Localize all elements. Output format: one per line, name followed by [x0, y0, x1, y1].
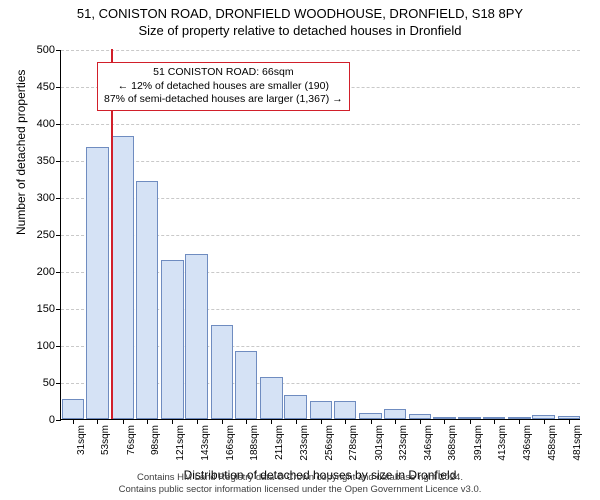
x-tick-label: 323sqm: [398, 425, 409, 461]
x-tick-label: 31sqm: [76, 425, 87, 455]
x-tick-label: 121sqm: [175, 425, 186, 461]
y-tick-label: 450: [37, 81, 55, 93]
y-tick-mark: [56, 161, 61, 162]
x-tick-mark: [246, 419, 247, 424]
x-tick-mark: [544, 419, 545, 424]
footer-line-1: Contains HM Land Registry data © Crown c…: [0, 472, 600, 484]
x-tick-mark: [147, 419, 148, 424]
y-tick-mark: [56, 124, 61, 125]
chart-container: 51, CONISTON ROAD, DRONFIELD WOODHOUSE, …: [0, 0, 600, 500]
y-tick-label: 350: [37, 155, 55, 167]
x-tick-label: 458sqm: [547, 425, 558, 461]
x-tick-mark: [97, 419, 98, 424]
x-tick-mark: [420, 419, 421, 424]
histogram-bar: [284, 395, 307, 419]
x-tick-label: 233sqm: [299, 425, 310, 461]
y-tick-mark: [56, 346, 61, 347]
x-tick-mark: [197, 419, 198, 424]
x-tick-label: 211sqm: [274, 425, 285, 460]
x-tick-mark: [395, 419, 396, 424]
title-sub: Size of property relative to detached ho…: [0, 21, 600, 38]
histogram-bar: [62, 399, 85, 419]
y-tick-mark: [56, 420, 61, 421]
histogram-bar: [136, 181, 159, 419]
x-tick-mark: [345, 419, 346, 424]
x-tick-label: 368sqm: [447, 425, 458, 461]
x-tick-label: 53sqm: [100, 425, 111, 455]
x-tick-label: 301sqm: [374, 425, 385, 461]
histogram-bar: [334, 401, 357, 419]
y-tick-mark: [56, 272, 61, 273]
x-tick-label: 436sqm: [522, 425, 533, 461]
y-tick-mark: [56, 235, 61, 236]
x-tick-mark: [296, 419, 297, 424]
x-tick-label: 481sqm: [572, 425, 583, 461]
x-tick-mark: [73, 419, 74, 424]
x-tick-mark: [222, 419, 223, 424]
x-tick-label: 256sqm: [324, 425, 335, 461]
grid-line: [61, 50, 580, 51]
info-box-line: 51 CONISTON ROAD: 66sqm: [104, 66, 343, 80]
y-tick-label: 250: [37, 229, 55, 241]
histogram-bar: [384, 409, 407, 419]
y-tick-label: 200: [37, 266, 55, 278]
x-tick-label: 76sqm: [126, 425, 137, 455]
y-tick-label: 150: [37, 303, 55, 315]
y-tick-label: 500: [37, 44, 55, 56]
y-axis-label: Number of detached properties: [14, 70, 28, 235]
histogram-bar: [185, 254, 208, 419]
x-tick-mark: [569, 419, 570, 424]
x-tick-label: 278sqm: [348, 425, 359, 461]
y-tick-label: 300: [37, 192, 55, 204]
histogram-bar: [310, 401, 333, 420]
x-tick-mark: [444, 419, 445, 424]
footer-attribution: Contains HM Land Registry data © Crown c…: [0, 472, 600, 496]
histogram-bar: [211, 325, 234, 419]
histogram-bar: [111, 136, 134, 419]
x-tick-mark: [172, 419, 173, 424]
y-tick-label: 100: [37, 340, 55, 352]
grid-line: [61, 161, 580, 162]
histogram-bar: [161, 260, 184, 419]
title-main: 51, CONISTON ROAD, DRONFIELD WOODHOUSE, …: [0, 0, 600, 21]
x-tick-mark: [371, 419, 372, 424]
plot-region: 05010015020025030035040045050031sqm53sqm…: [60, 50, 580, 420]
y-tick-mark: [56, 309, 61, 310]
histogram-bar: [86, 147, 109, 419]
info-box: 51 CONISTON ROAD: 66sqm← 12% of detached…: [97, 62, 350, 111]
x-tick-label: 391sqm: [473, 425, 484, 461]
y-tick-mark: [56, 383, 61, 384]
x-tick-mark: [321, 419, 322, 424]
grid-line: [61, 124, 580, 125]
x-tick-mark: [271, 419, 272, 424]
x-tick-mark: [470, 419, 471, 424]
histogram-bar: [235, 351, 258, 419]
x-tick-mark: [123, 419, 124, 424]
y-tick-mark: [56, 50, 61, 51]
x-tick-label: 188sqm: [249, 425, 260, 461]
info-box-line: 87% of semi-detached houses are larger (…: [104, 93, 343, 107]
x-tick-mark: [519, 419, 520, 424]
chart-area: 05010015020025030035040045050031sqm53sqm…: [60, 50, 580, 420]
y-tick-label: 50: [43, 377, 55, 389]
y-tick-mark: [56, 198, 61, 199]
x-tick-label: 166sqm: [225, 425, 236, 461]
x-tick-label: 346sqm: [423, 425, 434, 461]
x-tick-mark: [494, 419, 495, 424]
x-tick-label: 98sqm: [150, 425, 161, 455]
y-tick-label: 400: [37, 118, 55, 130]
histogram-bar: [260, 377, 283, 419]
footer-line-2: Contains public sector information licen…: [0, 484, 600, 496]
y-tick-mark: [56, 87, 61, 88]
x-tick-label: 143sqm: [200, 425, 211, 461]
y-tick-label: 0: [49, 414, 55, 426]
info-box-line: ← 12% of detached houses are smaller (19…: [104, 80, 343, 94]
x-tick-label: 413sqm: [497, 425, 508, 461]
